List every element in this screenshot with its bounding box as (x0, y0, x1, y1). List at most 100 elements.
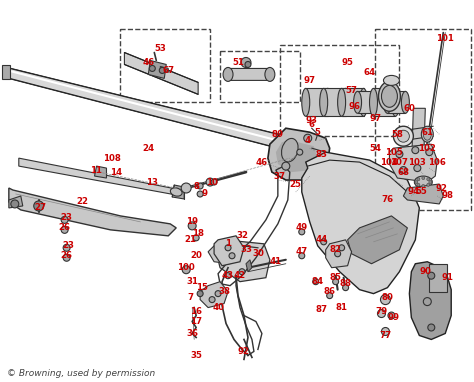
Circle shape (338, 245, 345, 251)
Circle shape (149, 65, 155, 71)
Text: 76: 76 (382, 196, 393, 204)
Ellipse shape (223, 68, 233, 81)
Text: 31: 31 (186, 277, 198, 286)
Polygon shape (216, 240, 270, 282)
Ellipse shape (324, 88, 332, 116)
Circle shape (159, 68, 165, 73)
Text: 30: 30 (252, 249, 264, 258)
Circle shape (209, 296, 215, 303)
Text: 42: 42 (234, 271, 246, 280)
Text: 22: 22 (77, 197, 89, 206)
Ellipse shape (401, 91, 410, 113)
Ellipse shape (302, 88, 310, 116)
Circle shape (422, 176, 425, 180)
Polygon shape (2, 65, 10, 79)
Text: 83: 83 (316, 150, 328, 159)
Text: 80: 80 (382, 293, 393, 302)
Text: 100: 100 (177, 263, 195, 272)
Circle shape (377, 309, 385, 317)
Circle shape (11, 200, 19, 208)
Polygon shape (228, 68, 272, 80)
Text: 86: 86 (324, 287, 336, 296)
Text: 89: 89 (272, 130, 284, 139)
Circle shape (343, 285, 348, 291)
Circle shape (427, 183, 430, 186)
Polygon shape (326, 240, 352, 268)
Text: 93: 93 (306, 116, 318, 125)
Polygon shape (214, 236, 244, 266)
Text: 1: 1 (225, 239, 231, 248)
Text: 46: 46 (142, 58, 155, 67)
Text: 17: 17 (190, 317, 202, 326)
Text: 61: 61 (421, 128, 433, 137)
Text: 23: 23 (61, 214, 73, 222)
Polygon shape (410, 262, 451, 340)
Circle shape (412, 147, 419, 154)
Ellipse shape (282, 138, 298, 162)
Text: 14: 14 (110, 168, 122, 176)
Text: 64: 64 (364, 68, 375, 77)
Polygon shape (306, 88, 328, 116)
Text: 21: 21 (184, 235, 196, 244)
Text: 26: 26 (61, 251, 73, 260)
Text: 43: 43 (222, 271, 234, 280)
Circle shape (229, 253, 235, 259)
Circle shape (225, 245, 231, 251)
Polygon shape (268, 128, 329, 180)
Ellipse shape (319, 88, 328, 116)
Text: 82: 82 (329, 245, 342, 254)
Text: 24: 24 (142, 144, 155, 153)
Polygon shape (200, 282, 228, 308)
Polygon shape (172, 185, 184, 199)
Circle shape (333, 279, 338, 285)
Text: 84: 84 (311, 277, 324, 286)
Bar (375, 29, 471, 210)
Text: 103: 103 (409, 158, 426, 167)
Polygon shape (124, 52, 198, 94)
Polygon shape (148, 60, 166, 78)
Text: 85: 85 (330, 273, 342, 282)
Text: 105: 105 (384, 147, 402, 157)
Text: 96: 96 (348, 102, 361, 111)
Circle shape (396, 151, 403, 158)
Ellipse shape (337, 88, 346, 116)
Polygon shape (9, 196, 23, 208)
Polygon shape (390, 144, 438, 182)
Text: 18: 18 (192, 229, 204, 238)
Text: 51: 51 (232, 58, 244, 67)
Circle shape (381, 295, 391, 304)
Polygon shape (324, 88, 346, 116)
Text: 7: 7 (187, 293, 193, 302)
Polygon shape (342, 88, 364, 116)
Text: 92: 92 (238, 347, 250, 356)
Polygon shape (246, 260, 252, 272)
Text: 46: 46 (256, 158, 268, 167)
Text: 41: 41 (270, 257, 282, 266)
Circle shape (188, 222, 196, 230)
Text: 98: 98 (441, 191, 453, 201)
Text: 88: 88 (339, 279, 352, 288)
Text: 40: 40 (212, 303, 224, 312)
Circle shape (429, 181, 432, 183)
Text: 67: 67 (162, 66, 174, 75)
Text: 79: 79 (375, 307, 388, 316)
Text: 94: 94 (407, 188, 419, 196)
Text: 95: 95 (342, 58, 354, 67)
Text: 4: 4 (305, 136, 311, 145)
Text: 6: 6 (309, 120, 315, 129)
Circle shape (197, 183, 203, 189)
Text: 26: 26 (59, 223, 71, 232)
Circle shape (297, 149, 303, 155)
Circle shape (428, 324, 435, 331)
Circle shape (414, 165, 421, 172)
Circle shape (299, 253, 305, 259)
Circle shape (400, 167, 407, 173)
Circle shape (422, 185, 425, 188)
Text: 35: 35 (190, 351, 202, 360)
Circle shape (197, 291, 203, 296)
Text: 13: 13 (146, 178, 158, 186)
Text: 53: 53 (155, 44, 166, 53)
Text: 101: 101 (436, 34, 454, 43)
Text: 49: 49 (296, 223, 308, 232)
Text: 106: 106 (428, 158, 446, 167)
